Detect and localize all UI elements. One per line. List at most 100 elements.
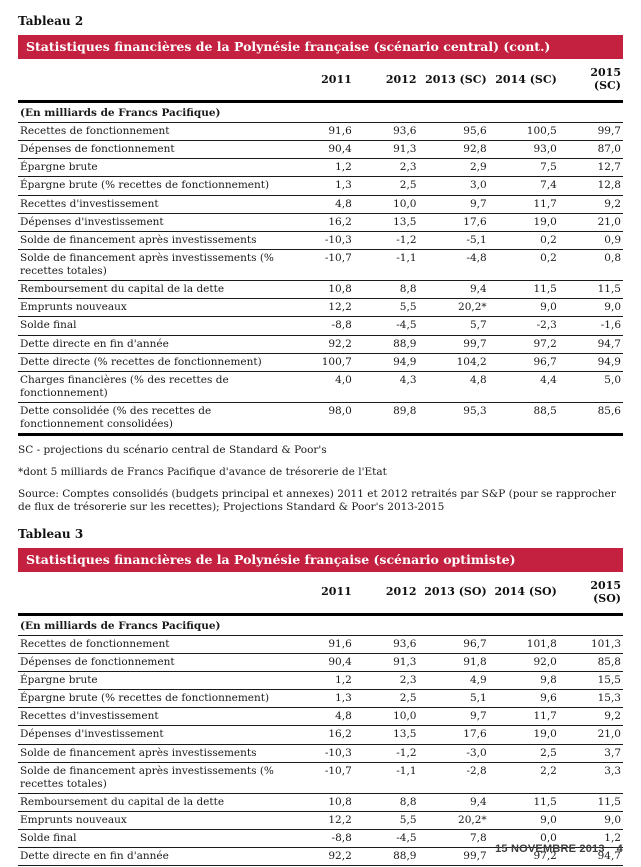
row-value: 4,8	[418, 371, 489, 404]
table-row: Solde de financement après investissemen…	[18, 744, 623, 763]
row-value: 94,7	[558, 335, 623, 354]
row-label: Solde de financement après investissemen…	[18, 231, 297, 250]
row-value: 9,0	[558, 298, 623, 318]
row-value: 92,2	[296, 847, 354, 867]
row-value: 3,3	[558, 762, 623, 794]
row-value: 4,3	[353, 371, 419, 404]
row-value: 9,0	[488, 298, 559, 318]
table-title-banner: Statistiques financières de la Polynésie…	[18, 547, 623, 572]
row-value: 92,8	[418, 140, 489, 160]
row-value: 13,5	[353, 213, 419, 232]
row-value: 95,3	[418, 402, 489, 437]
column-header-year: 2013 (SO)	[418, 571, 489, 616]
row-value: 5,0	[558, 371, 623, 404]
row-label: Remboursement du capital de la dette	[18, 280, 297, 300]
column-header-year: 2011	[296, 571, 354, 616]
row-value: 91,6	[296, 122, 354, 142]
row-value: 13,5	[353, 725, 419, 745]
table-row: Solde de financement après investissemen…	[18, 231, 623, 250]
row-value: -1,1	[353, 762, 419, 794]
table-row: Remboursement du capital de la dette 10,8…	[18, 280, 623, 300]
row-value: 99,7	[558, 122, 623, 142]
row-value: 17,6	[418, 725, 489, 745]
row-value: 4,8	[296, 707, 354, 727]
unit-header-row: (En milliards de Francs Pacifique)	[18, 614, 623, 636]
row-value: -10,7	[296, 762, 354, 794]
column-header-year: 2011	[296, 59, 354, 103]
row-value: 96,7	[488, 353, 559, 372]
footnote: SC - projections du scénario central de …	[18, 444, 327, 457]
row-value: 10,8	[296, 793, 354, 813]
table-row: Épargne brute (% recettes de fonctionnem…	[18, 176, 623, 196]
row-label: Dépenses de fonctionnement	[18, 140, 297, 160]
row-value: 12,2	[296, 298, 354, 318]
row-value: 5,5	[353, 298, 419, 318]
row-value: 21,0	[558, 725, 623, 745]
row-value: -5,1	[418, 231, 489, 250]
row-value: 1,2	[558, 829, 623, 849]
row-value: 101,8	[488, 635, 559, 654]
row-value: 9,0	[558, 811, 623, 831]
table-label: Tableau 2	[18, 14, 84, 28]
table-title-banner: Statistiques financières de la Polynésie…	[18, 35, 623, 59]
table-row: Solde final -8,8 -4,5 5,7 -2,3 -1,6	[18, 316, 623, 336]
row-value: 88,9	[353, 335, 419, 354]
row-value: 19,0	[488, 213, 559, 232]
row-value: 93,6	[353, 122, 419, 142]
table-row: Solde de financement après investissemen…	[18, 762, 623, 794]
row-value: 88,5	[488, 402, 559, 437]
table-section-tableau-3: Tableau 3 Statistiques financières de la…	[18, 527, 623, 867]
row-label: Solde de financement après investissemen…	[18, 762, 297, 794]
row-value: 1,2	[296, 158, 354, 178]
row-value: -2,3	[488, 316, 559, 336]
row-value: -8,8	[296, 316, 354, 336]
row-value: 5,1	[418, 689, 489, 709]
row-value: 0,2	[488, 231, 559, 250]
row-value: 2,2	[488, 762, 559, 794]
column-header-year: 2015 (SC)	[558, 59, 623, 103]
column-header-year: 2012	[353, 59, 419, 103]
row-value: 99,7	[418, 335, 489, 354]
row-label: Emprunts nouveaux	[18, 298, 297, 318]
row-value: 91,3	[353, 653, 419, 673]
row-value: 97,2	[488, 847, 559, 867]
row-value: 8,8	[353, 793, 419, 813]
table-row: Dette directe (% recettes de fonctionnem…	[18, 865, 623, 867]
row-value: 92,2	[296, 335, 354, 354]
row-value: 87,0	[558, 140, 623, 160]
row-label: Épargne brute (% recettes de fonctionnem…	[18, 689, 297, 709]
row-value: -4,8	[418, 249, 489, 282]
column-header-year: 2014 (SC)	[488, 59, 559, 103]
row-value: 93,6	[353, 635, 419, 654]
row-value: 101,3	[558, 635, 623, 654]
row-value: 9,7	[418, 195, 489, 214]
financial-table-optimiste: 2011 2012 2013 (SO) 2014 (SO) 2015 (SO) (En …	[18, 571, 623, 867]
table-row: Dépenses de fonctionnement 90,4 91,3 92,8 93…	[18, 140, 623, 160]
row-value: 103,1	[418, 865, 489, 867]
row-value: 100,5	[488, 122, 559, 142]
row-value: 98,0	[296, 402, 354, 437]
row-value: 9,0	[488, 811, 559, 831]
unit-header: (En milliards de Francs Pacifique)	[18, 101, 623, 123]
table-row: Épargne brute 1,2 2,3 4,9 9,8 15,5	[18, 671, 623, 691]
row-value: 99,7	[418, 847, 489, 867]
row-value: 94,9	[558, 353, 623, 372]
table-row: Dette consolidée (% des recettes de fonc…	[18, 402, 623, 437]
table-row: Emprunts nouveaux 12,2 5,5 20,2* 9,0 9,0	[18, 811, 623, 831]
row-value: 9,8	[488, 671, 559, 691]
row-label: Solde final	[18, 829, 297, 849]
row-value: 0,2	[488, 249, 559, 282]
table-row: Dette directe (% recettes de fonctionnem…	[18, 353, 623, 372]
row-value: 7,4	[488, 176, 559, 196]
row-value: 2,3	[353, 671, 419, 691]
table-row: Recettes de fonctionnement 91,6 93,6 95,6 10…	[18, 122, 623, 142]
row-value: 16,2	[296, 725, 354, 745]
row-value: 9,4	[418, 280, 489, 300]
row-label: Dette directe en fin d'année	[18, 335, 297, 354]
row-value: 12,2	[296, 811, 354, 831]
year-header-row: 2011 2012 2013 (SO) 2014 (SO) 2015 (SO)	[18, 571, 623, 616]
row-value: 11,5	[488, 793, 559, 813]
row-label: Charges financières (% des recettes de f…	[18, 371, 297, 404]
row-label: Dette directe (% recettes de fonctionnem…	[18, 353, 297, 372]
